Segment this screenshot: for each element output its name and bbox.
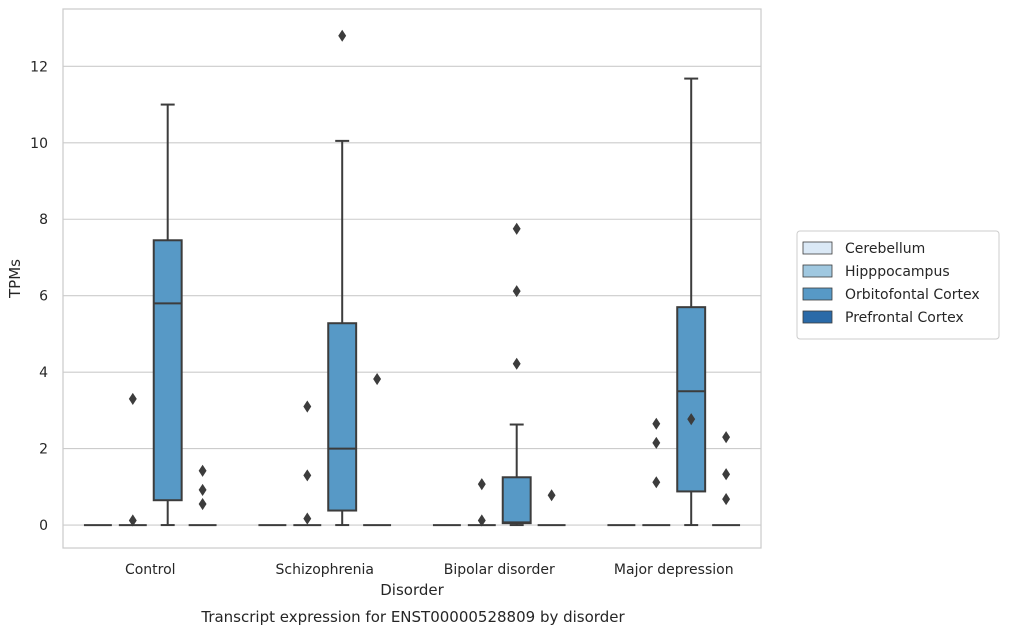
box-plot-area <box>83 29 741 527</box>
y-tick-label: 8 <box>39 212 48 228</box>
legend-label: Orbitofontal Cortex <box>845 287 980 303</box>
outlier-point <box>722 431 731 444</box>
outlier-point <box>373 372 382 386</box>
legend-label: Hipppocampus <box>845 264 950 280</box>
outlier-point <box>722 493 731 506</box>
box-body <box>152 239 183 502</box>
box-2-2 <box>501 222 532 527</box>
outlier-point <box>477 514 486 527</box>
x-tick-label: Control <box>125 562 176 578</box>
outlier-point <box>687 413 696 426</box>
x-axis-label: Disorder <box>380 581 444 599</box>
outlier-point <box>303 400 312 413</box>
legend-swatch <box>802 264 833 278</box>
box-0-3 <box>188 464 217 527</box>
outlier-point <box>652 476 661 489</box>
legend-label: Cerebellum <box>845 241 925 257</box>
x-tick-label: Bipolar disorder <box>444 562 555 578</box>
box-2-1 <box>467 478 496 527</box>
box-0-2 <box>152 103 183 527</box>
legend-frame <box>796 230 1000 340</box>
box-1-1 <box>293 400 322 527</box>
outlier-point <box>198 464 207 477</box>
outlier-point <box>547 489 556 502</box>
box-body <box>501 476 532 525</box>
box-2-3 <box>537 489 566 527</box>
outlier-point <box>128 514 137 527</box>
legend-swatch <box>802 287 833 301</box>
y-tick-label: 4 <box>39 365 48 381</box>
outlier-point <box>512 285 521 298</box>
y-tick-label: 2 <box>39 442 48 458</box>
legend-label: Prefrontal Cortex <box>845 310 964 326</box>
outlier-point <box>303 512 312 525</box>
x-axis-ticks: Control Schizophrenia Bipolar disorder Majo… <box>125 562 734 578</box>
box-3-1 <box>642 417 671 527</box>
outlier-point <box>512 357 521 370</box>
outlier-point <box>198 483 207 496</box>
outlier-point <box>198 497 207 511</box>
x-tick-label: Schizophrenia <box>276 562 374 578</box>
y-tick-label: 6 <box>39 289 48 305</box>
box-1-3 <box>363 372 392 527</box>
outlier-point <box>652 436 661 449</box>
y-axis-label: TPMs <box>6 259 24 299</box>
box-body <box>327 322 358 512</box>
outlier-point <box>338 29 347 42</box>
y-axis-ticks: 0 2 4 6 8 10 12 <box>30 59 48 534</box>
y-tick-label: 12 <box>30 59 48 75</box>
plot-frame <box>62 8 762 549</box>
box-body <box>676 306 707 493</box>
y-tick-label: 0 <box>39 518 48 534</box>
x-tick-label: Major depression <box>614 562 734 578</box>
outlier-point <box>652 417 661 430</box>
outlier-point <box>512 222 521 235</box>
outlier-point <box>722 468 731 481</box>
outlier-point <box>303 469 312 482</box>
box-1-2 <box>327 29 358 527</box>
y-tick-label: 10 <box>30 136 48 152</box>
legend-swatch <box>802 241 833 255</box>
outlier-point <box>128 392 137 405</box>
box-3-2 <box>676 77 707 527</box>
legend: Cerebellum Hipppocampus Orbitofontal Corte… <box>796 230 1000 340</box>
box-0-1 <box>118 392 147 527</box>
chart-caption: Transcript expression for ENST0000052880… <box>200 608 625 626</box>
legend-swatch <box>802 310 833 324</box>
outlier-point <box>477 478 486 491</box>
box-3-3 <box>712 431 741 527</box>
